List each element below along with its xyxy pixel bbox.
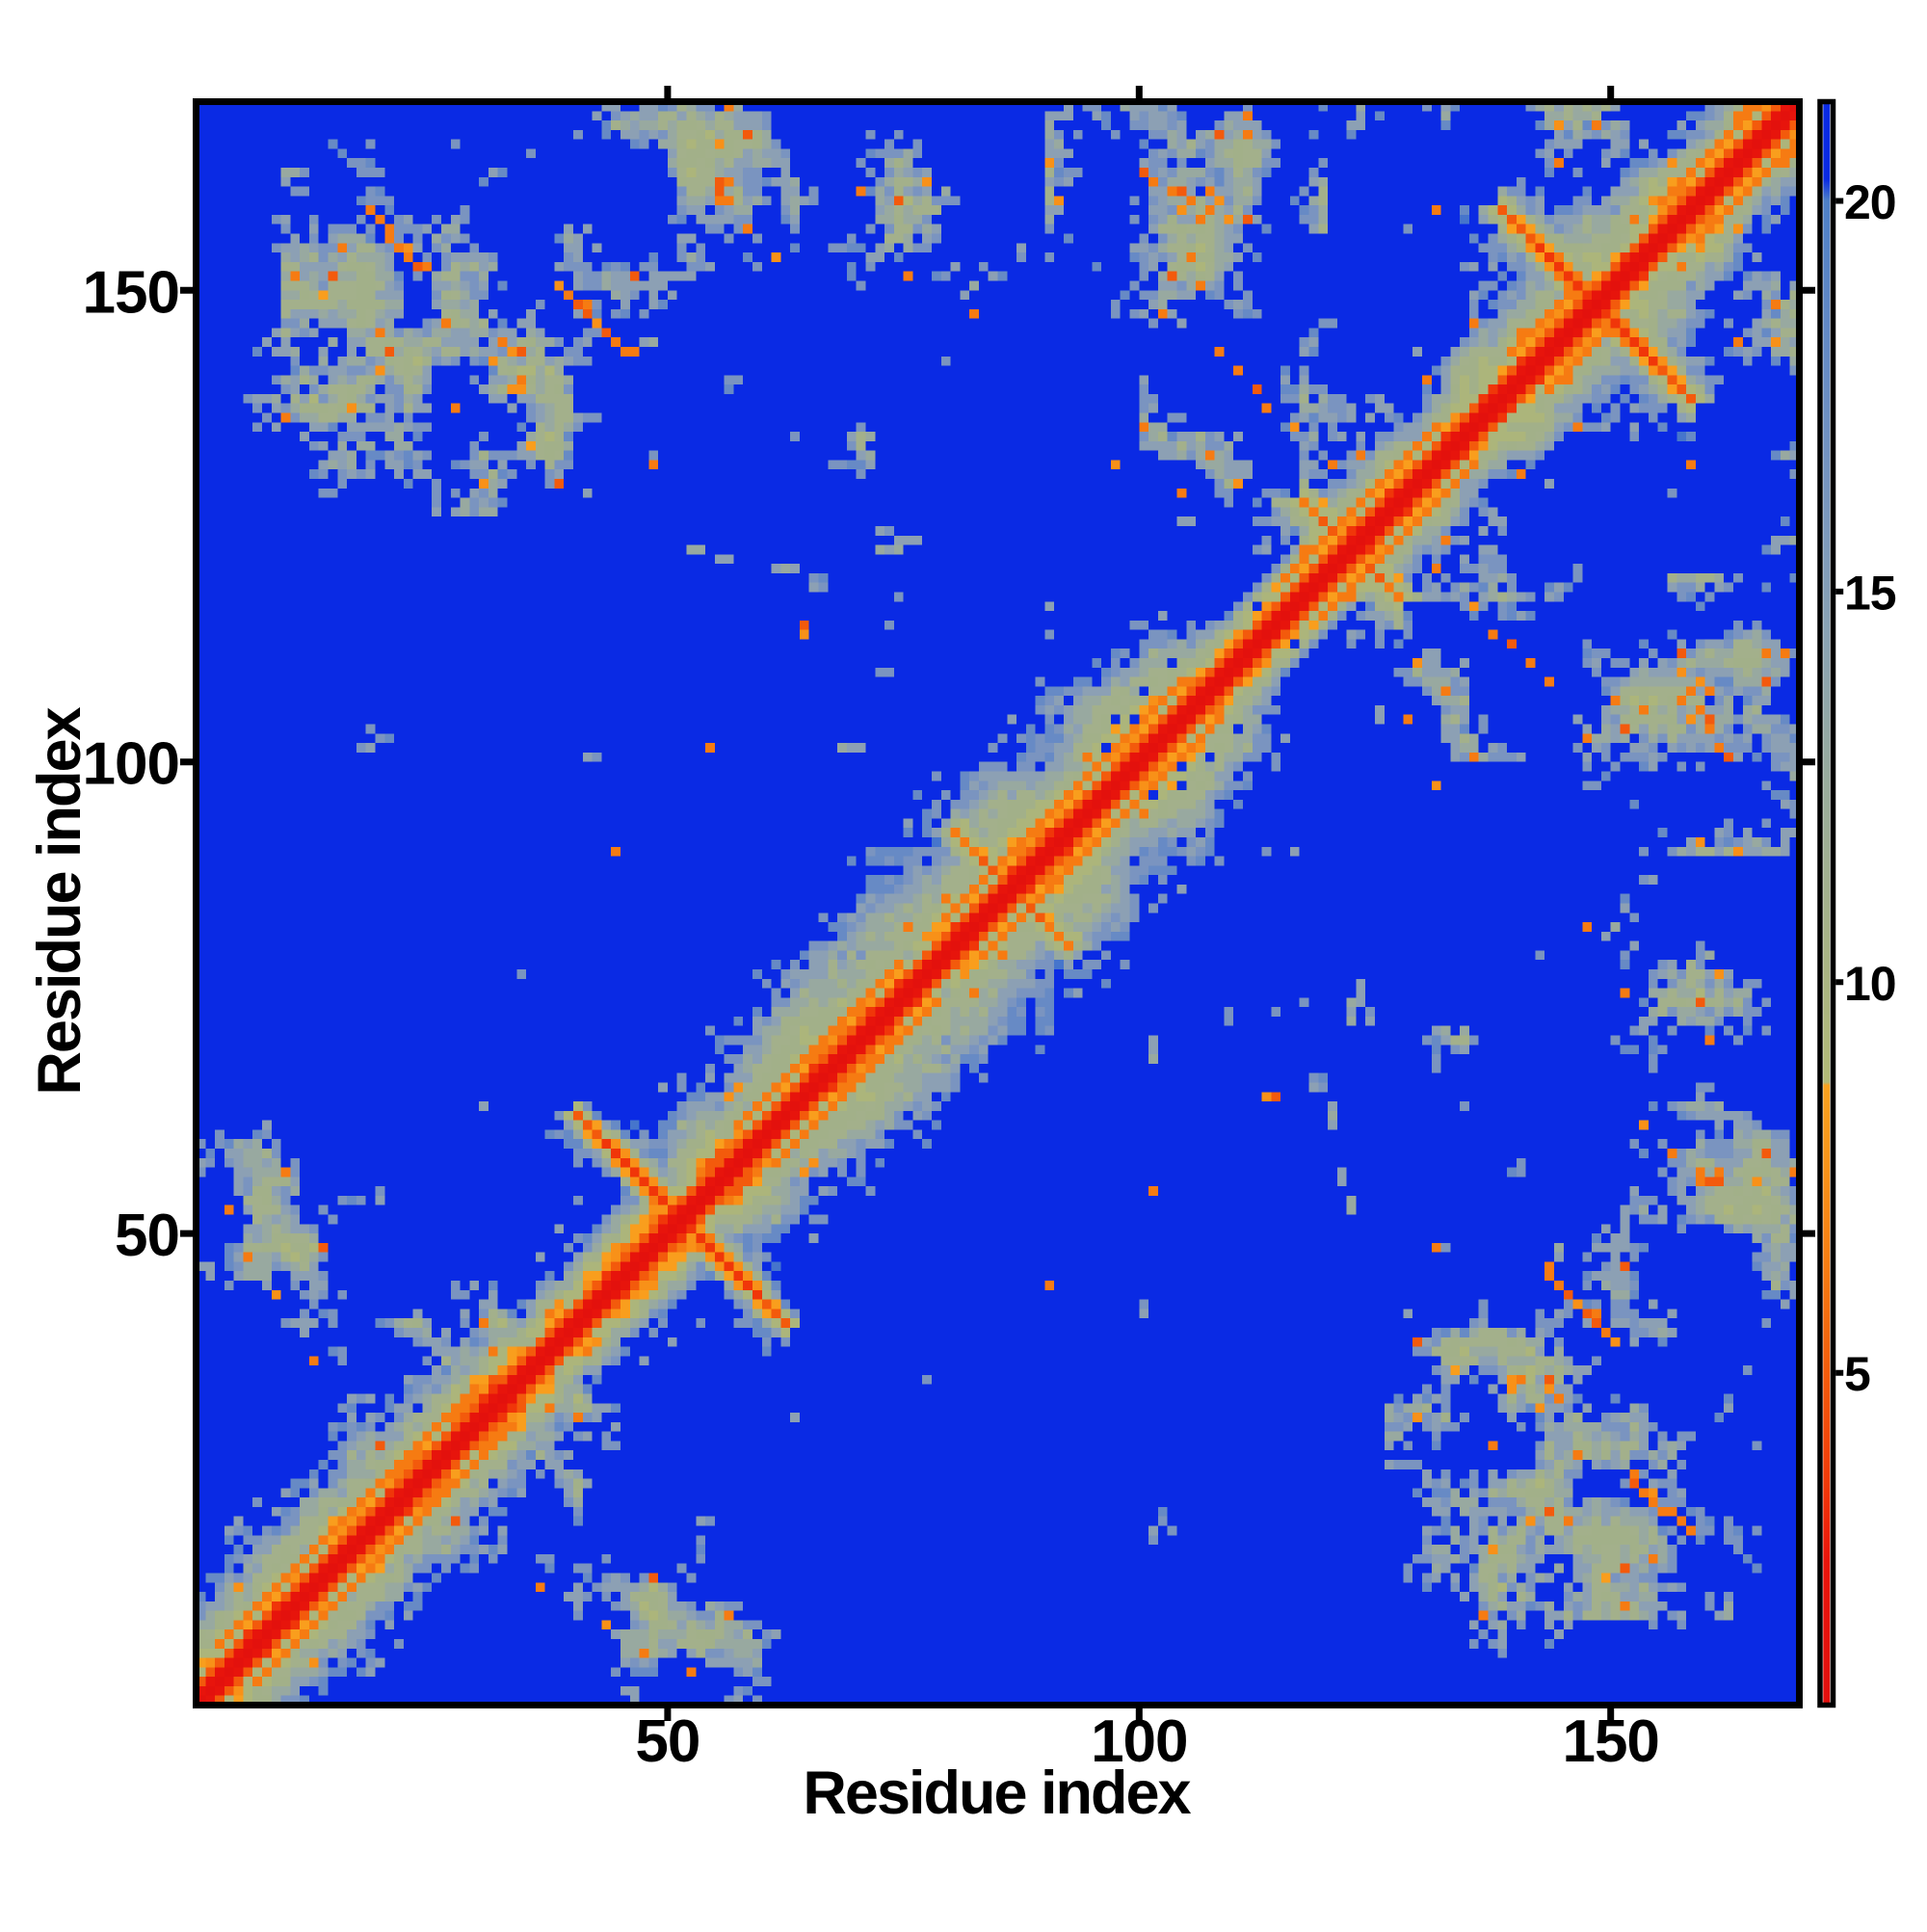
svg-text:20: 20 (1844, 175, 1896, 229)
svg-text:5: 5 (1844, 1347, 1870, 1401)
svg-text:100: 100 (83, 731, 179, 798)
svg-text:50: 50 (635, 1708, 700, 1775)
svg-text:50: 50 (115, 1203, 179, 1269)
svg-text:Residue index: Residue index (803, 1760, 1191, 1827)
svg-text:150: 150 (1562, 1708, 1658, 1775)
svg-text:150: 150 (83, 259, 179, 326)
svg-text:100: 100 (1091, 1708, 1187, 1775)
svg-text:15: 15 (1844, 566, 1896, 620)
svg-text:Residue index: Residue index (26, 706, 93, 1095)
svg-text:10: 10 (1844, 957, 1896, 1011)
